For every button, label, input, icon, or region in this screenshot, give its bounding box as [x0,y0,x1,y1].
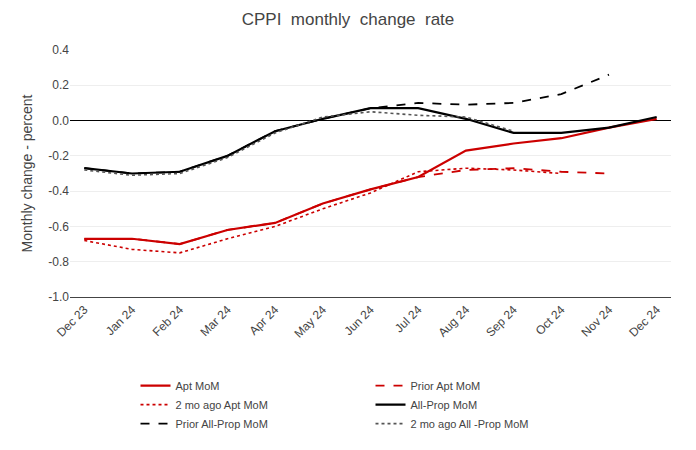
svg-text:Mar 24: Mar 24 [197,303,234,340]
svg-text:Jul 24: Jul 24 [392,303,425,336]
svg-text:Prior All-Prop MoM: Prior All-Prop MoM [176,418,268,430]
svg-text:0.0: 0.0 [52,114,69,128]
svg-text:Feb 24: Feb 24 [150,303,187,340]
svg-text:All-Prop MoM: All-Prop MoM [411,399,478,411]
svg-text:Apr 24: Apr 24 [247,303,282,338]
svg-text:Monthly change - percent: Monthly change - percent [19,94,35,252]
svg-text:0.4: 0.4 [52,43,69,57]
svg-text:-0.2: -0.2 [48,149,69,163]
svg-text:Dec 23: Dec 23 [54,303,91,340]
svg-text:Nov 24: Nov 24 [579,303,616,340]
svg-text:Aug 24: Aug 24 [435,303,472,340]
svg-text:0.2: 0.2 [52,78,69,92]
svg-text:Jun 24: Jun 24 [341,303,377,339]
svg-text:Prior Apt MoM: Prior Apt MoM [411,380,481,392]
svg-text:Dec 24: Dec 24 [626,303,663,340]
svg-text:Jan 24: Jan 24 [103,303,139,339]
svg-text:Oct 24: Oct 24 [533,303,568,338]
svg-text:Apt MoM: Apt MoM [176,380,220,392]
svg-text:-0.8: -0.8 [48,255,69,269]
svg-text:-0.4: -0.4 [48,184,69,198]
svg-text:-0.6: -0.6 [48,220,69,234]
svg-text:May 24: May 24 [291,303,329,341]
svg-text:2 mo ago All -Prop MoM: 2 mo ago All -Prop MoM [411,418,529,430]
svg-text:-1.0: -1.0 [48,290,69,304]
svg-text:CPPI monthly change rate: CPPI monthly change rate [242,10,455,29]
svg-text:2 mo ago Apt MoM: 2 mo ago Apt MoM [176,399,268,411]
svg-text:Sep 24: Sep 24 [483,303,520,340]
